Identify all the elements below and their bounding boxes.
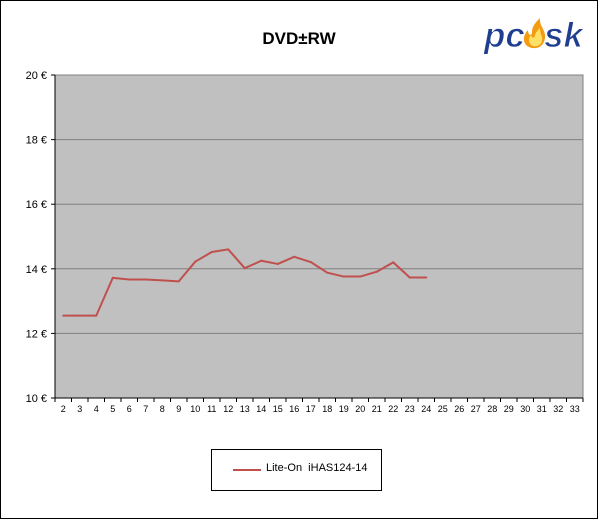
x-tick-label: 13 [240, 404, 250, 414]
x-tick-label: 7 [143, 404, 148, 414]
legend: Lite-On iHAS124-14 [211, 449, 382, 491]
x-tick-label: 28 [487, 404, 497, 414]
x-tick-label: 11 [207, 404, 216, 414]
x-tick-label: 9 [176, 404, 181, 414]
x-tick-label: 8 [160, 404, 165, 414]
series-segment [260, 259, 279, 265]
x-tick-label: 25 [438, 404, 448, 414]
series-segment [276, 255, 296, 265]
legend-line-swatch [233, 469, 261, 471]
y-tick-labels: 10 € 12 € 14 € 16 € 18 € 20 € [26, 70, 47, 405]
x-tick-label: 29 [504, 404, 514, 414]
x-tick-labels: 2 3 4 5 6 7 8 9 10 11 12 13 14 15 16 17 18 19 20 21 22 23 24 25… [61, 404, 580, 414]
x-tick-label: 2 [61, 404, 66, 414]
series-segment [95, 276, 114, 317]
x-tick-label: 30 [520, 404, 530, 414]
series-segment [243, 259, 263, 270]
series-segment [144, 278, 164, 282]
legend-label: Lite-On iHAS124-14 [266, 462, 368, 474]
x-tick-label: 10 [190, 404, 200, 414]
x-tick-label: 22 [388, 404, 398, 414]
x-tick-label: 12 [223, 404, 233, 414]
x-tick-label: 4 [94, 404, 99, 414]
axes [51, 74, 584, 402]
x-tick-label: 32 [553, 404, 563, 414]
x-tick-label: 20 [355, 404, 365, 414]
y-tick-label: 10 € [26, 393, 47, 405]
x-tick-label: 21 [372, 404, 382, 414]
x-tick-label: 6 [127, 404, 132, 414]
series-segment [326, 271, 345, 278]
svg-text:pc: pc [483, 16, 525, 55]
x-tick-label: 5 [110, 404, 115, 414]
y-tick-label: 16 € [26, 199, 47, 211]
chart-title: DVD±RW [262, 29, 336, 48]
gridlines [55, 139, 583, 334]
series-group [62, 248, 428, 317]
plot-area [54, 74, 584, 399]
x-tick-label: 15 [273, 404, 283, 414]
series-segment [161, 279, 180, 283]
x-tick-label: 27 [471, 404, 481, 414]
series-segment [392, 261, 411, 279]
x-tick-label: 14 [256, 404, 266, 414]
svg-text:sk: sk [544, 16, 584, 55]
series-line [62, 248, 428, 317]
series-segment [309, 261, 329, 274]
x-tick-label: 3 [77, 404, 82, 414]
series-segment [177, 260, 197, 283]
y-tick-label: 20 € [26, 70, 47, 82]
x-tick-label: 24 [421, 404, 431, 414]
x-tick-label: 16 [289, 404, 299, 414]
x-tick-label: 33 [570, 404, 580, 414]
series-segment [227, 248, 246, 270]
series-segment [293, 255, 312, 264]
y-tick-label: 14 € [26, 264, 47, 276]
series-segment [359, 270, 378, 278]
series-segment [375, 261, 395, 273]
x-tick-label: 19 [339, 404, 349, 414]
pcask-logo: pc sk [482, 10, 588, 56]
x-tick-label: 17 [306, 404, 316, 414]
x-tick-label: 23 [405, 404, 415, 414]
y-tick-label: 12 € [26, 328, 47, 340]
x-tick-label: 31 [537, 404, 547, 414]
x-tick-label: 18 [322, 404, 332, 414]
x-tick-label: 26 [454, 404, 464, 414]
series-segment [210, 248, 230, 254]
series-segment [194, 251, 213, 263]
y-tick-label: 18 € [26, 135, 47, 147]
series-segment [111, 276, 131, 281]
